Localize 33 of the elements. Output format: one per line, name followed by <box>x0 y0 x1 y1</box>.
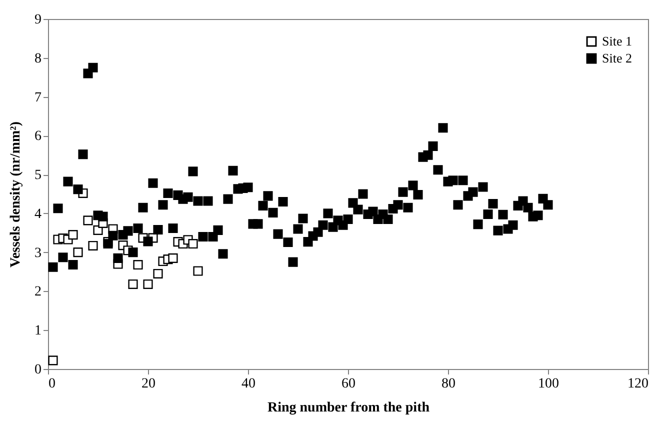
x-axis-title: Ring number from the pith <box>267 400 430 416</box>
x-tick-label: 0 <box>48 376 56 392</box>
y-tick-label: 9 <box>34 12 42 28</box>
x-tick-label: 40 <box>242 376 256 392</box>
point <box>188 238 198 249</box>
point <box>88 240 98 251</box>
y-tick-label: 5 <box>34 168 42 184</box>
point <box>128 279 138 290</box>
y-tick-label: 7 <box>34 90 42 106</box>
point <box>83 216 93 226</box>
point <box>68 230 78 240</box>
y-axis-title: Vessels density (nr/mm²) <box>8 121 24 268</box>
x-tick-label: 100 <box>538 376 559 392</box>
x-tick-label: 80 <box>442 376 456 392</box>
x-tick-label: 120 <box>628 376 648 392</box>
y-tick-label: 0 <box>34 362 42 378</box>
x-tick-label: 60 <box>342 376 356 392</box>
y-tick-label: 8 <box>34 51 42 66</box>
point <box>193 266 203 276</box>
y-tick-label: 1 <box>34 324 42 339</box>
legend-label: Site 2 <box>602 50 632 66</box>
point <box>143 279 153 290</box>
legend-label: Site 1 <box>602 34 632 48</box>
y-tick-label: 3 <box>34 246 42 261</box>
point <box>48 356 58 366</box>
y-tick-label: 6 <box>34 129 42 144</box>
point <box>73 248 83 258</box>
y-tick-label: 4 <box>34 206 42 222</box>
point <box>153 268 163 279</box>
y-tick-label: 2 <box>34 284 42 300</box>
point <box>168 253 178 263</box>
x-tick-label: 20 <box>142 376 156 392</box>
point <box>133 260 143 270</box>
